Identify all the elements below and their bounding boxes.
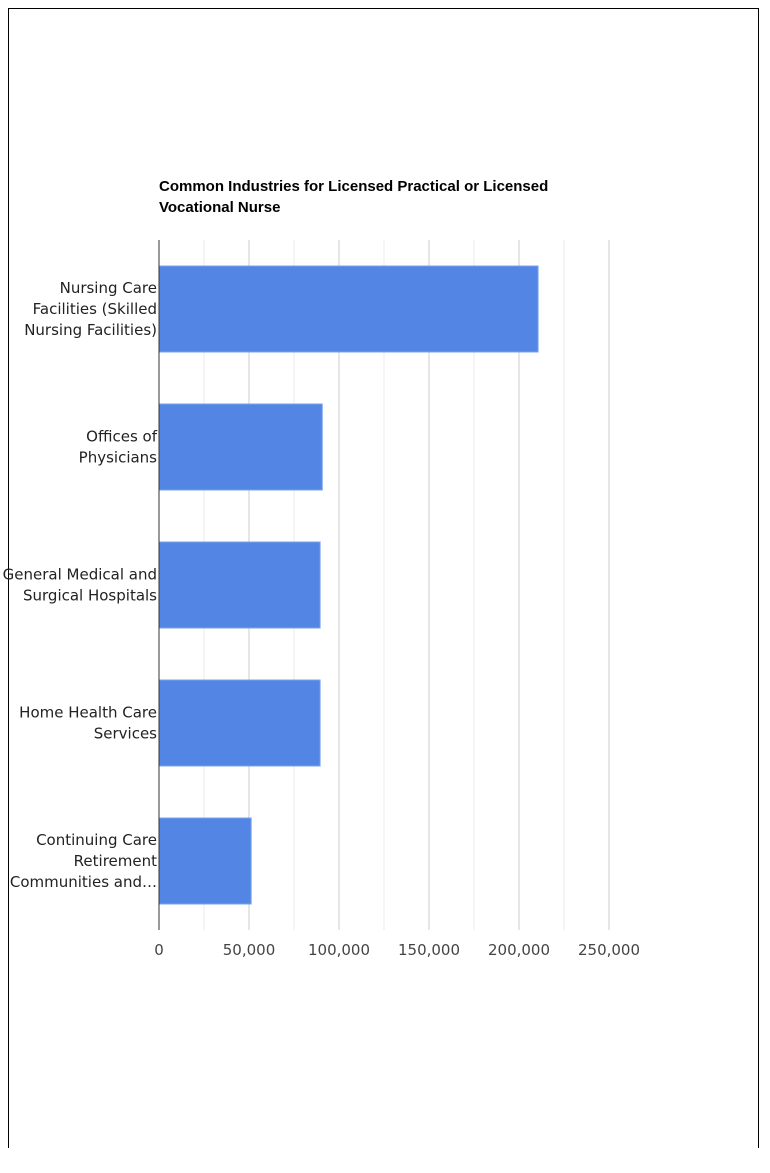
category-label: Offices of — [86, 428, 158, 446]
bar — [158, 817, 252, 905]
x-tick-label: 0 — [154, 941, 164, 959]
bar — [158, 265, 539, 353]
chart-title: Common Industries for Licensed Practical… — [159, 178, 549, 216]
category-label: Facilities (Skilled — [33, 300, 157, 318]
category-label: Nursing Care — [60, 279, 157, 297]
x-tick-label: 50,000 — [223, 941, 276, 959]
x-tick-label: 150,000 — [398, 941, 460, 959]
bar — [158, 679, 321, 767]
category-label: Communities and… — [10, 873, 157, 891]
x-tick-label: 100,000 — [308, 941, 370, 959]
category-label: Continuing Care — [36, 831, 157, 849]
category-label: Services — [94, 725, 157, 743]
category-label: Surgical Hospitals — [23, 587, 157, 605]
bar — [158, 403, 323, 491]
category-label: Home Health Care — [19, 704, 157, 722]
category-label: Physicians — [79, 449, 158, 467]
x-tick-label: 250,000 — [578, 941, 640, 959]
category-label: Nursing Facilities) — [24, 321, 157, 339]
bar — [158, 541, 321, 629]
category-label: Retirement — [74, 852, 157, 870]
category-label: General Medical and — [3, 566, 157, 584]
chart-frame — [8, 8, 759, 1148]
x-tick-label: 200,000 — [488, 941, 550, 959]
